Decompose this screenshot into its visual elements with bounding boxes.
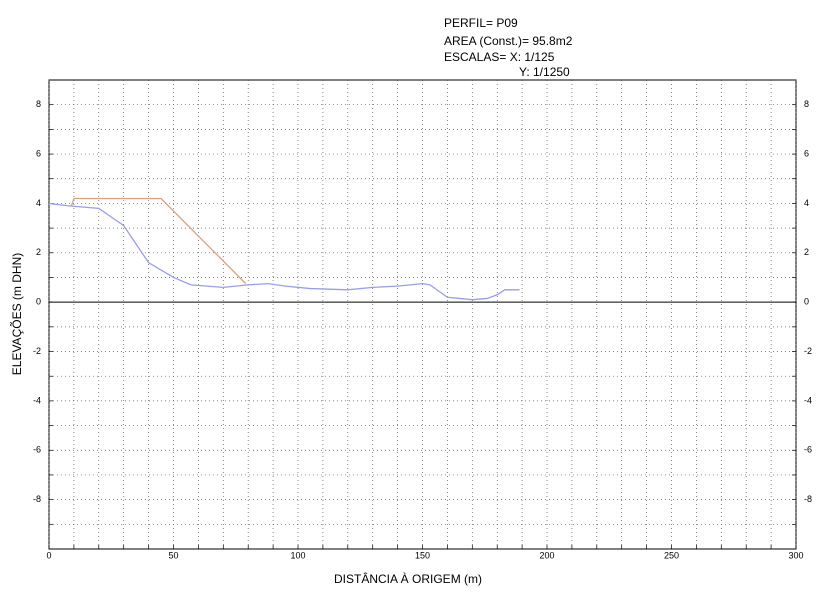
y-tick-label: 4 [36,198,41,208]
profile-line [70,197,247,285]
y-tick-label: -6 [33,445,41,455]
x-tick-label: 250 [664,550,679,560]
y-tick-label: -4 [804,395,812,405]
y-tick-label: -2 [33,346,41,356]
profile-line [48,202,520,301]
y-tick-label: 6 [36,148,41,158]
x-tick-label: 300 [788,550,803,560]
y-tick-label: 2 [36,247,41,257]
annotation: AREA (Const.)= 95.8m2 [444,34,573,48]
x-tick-label: 200 [539,550,554,560]
x-axis-label: DISTÂNCIA À ORIGEM (m) [334,571,482,586]
annotation: Y: 1/1250 [519,65,570,79]
annotation: PERFIL= P09 [444,16,518,30]
y-axis-label: ELEVAÇÕES (m DHN) [9,253,24,375]
x-tick-label: 100 [290,550,305,560]
y-tick-label: -6 [804,445,812,455]
x-tick-label: 0 [46,550,51,560]
x-tick-label: 50 [168,550,178,560]
y-tick-label: -2 [804,346,812,356]
y-tick-label: -4 [33,395,41,405]
annotation: ESCALAS= X: 1/125 [444,50,555,64]
y-tick-label: 4 [804,198,809,208]
y-tick-label: -8 [804,494,812,504]
y-tick-label: 0 [36,297,41,307]
x-tick-label: 150 [415,550,430,560]
y-tick-label: 0 [804,297,809,307]
y-tick-label: 8 [36,99,41,109]
y-tick-label: -8 [33,494,41,504]
y-tick-label: 2 [804,247,809,257]
y-tick-label: 6 [804,148,809,158]
y-tick-label: 8 [804,99,809,109]
plot-frame [48,79,797,550]
